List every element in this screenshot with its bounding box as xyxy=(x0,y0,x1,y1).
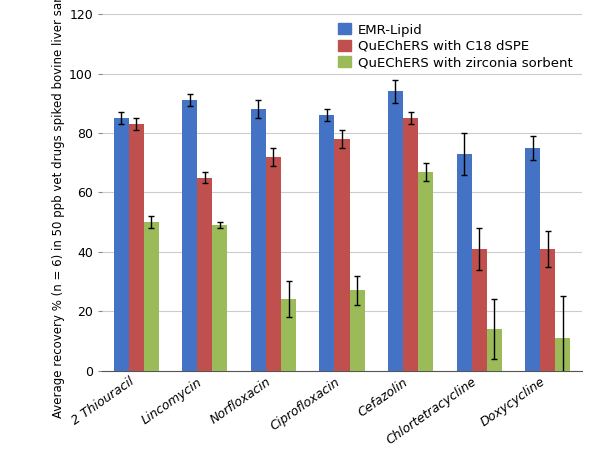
Bar xyxy=(457,154,472,370)
Bar xyxy=(403,118,418,370)
Bar xyxy=(418,171,433,370)
Bar xyxy=(540,249,555,370)
Bar xyxy=(251,109,266,370)
Bar xyxy=(487,329,502,370)
Bar xyxy=(281,299,296,370)
Bar xyxy=(388,91,403,370)
Bar xyxy=(319,115,334,370)
Y-axis label: Average recovery % (n = 6) in 50 ppb vet drugs spiked bovine liver samples: Average recovery % (n = 6) in 50 ppb vet… xyxy=(52,0,65,418)
Legend: EMR-Lipid, QuEChERS with C18 dSPE, QuEChERS with zirconia sorbent: EMR-Lipid, QuEChERS with C18 dSPE, QuECh… xyxy=(335,21,575,72)
Bar xyxy=(555,338,571,370)
Bar xyxy=(113,118,129,370)
Bar xyxy=(212,225,227,370)
Bar xyxy=(129,124,144,370)
Bar xyxy=(144,222,159,370)
Bar xyxy=(334,139,350,370)
Bar xyxy=(197,178,212,370)
Bar xyxy=(182,100,197,370)
Bar xyxy=(525,148,540,370)
Bar xyxy=(350,290,365,370)
Bar xyxy=(266,157,281,370)
Bar xyxy=(472,249,487,370)
